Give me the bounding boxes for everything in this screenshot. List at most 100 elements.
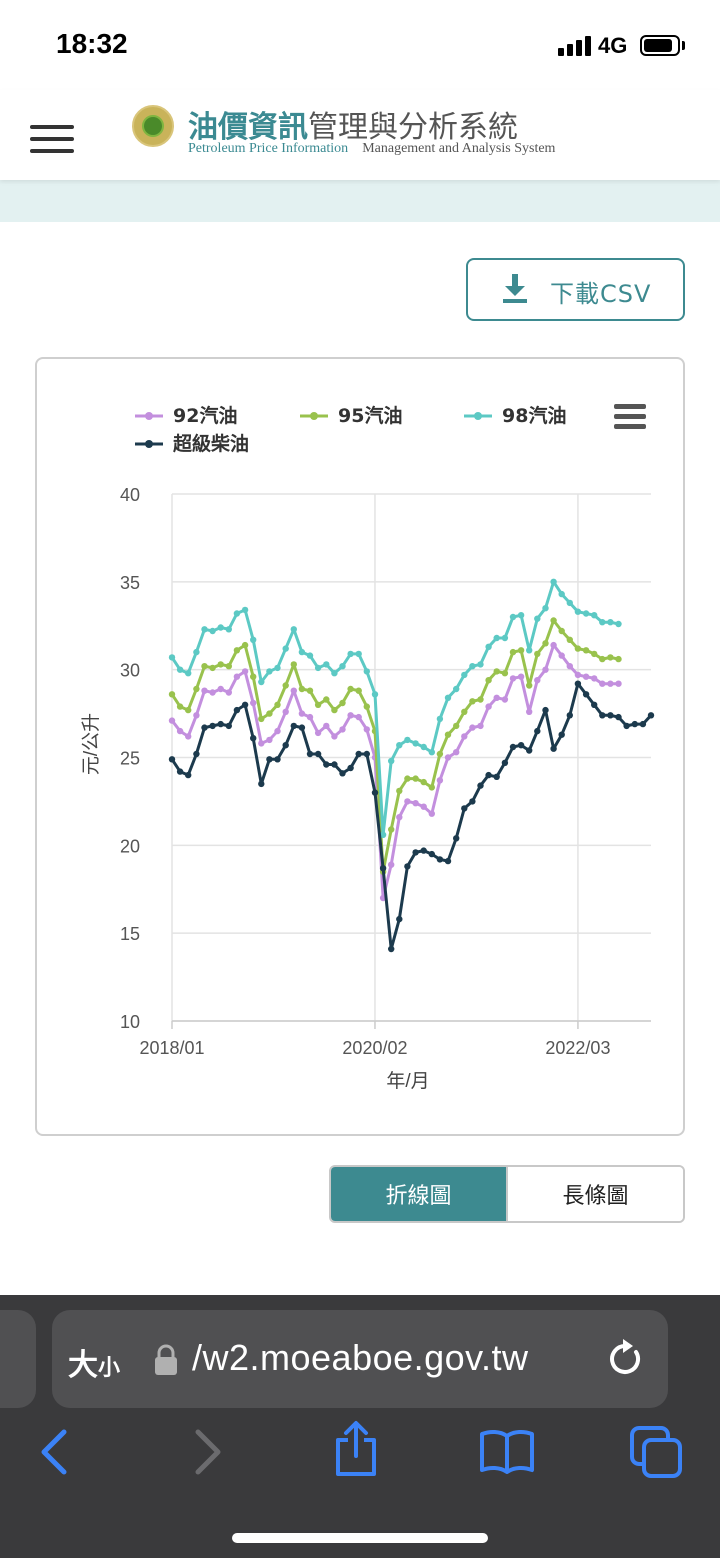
url-text[interactable]: /w2.moeaboe.gov.tw	[192, 1337, 529, 1378]
data-point[interactable]	[347, 712, 354, 719]
data-point[interactable]	[607, 712, 614, 719]
chart-export-menu-icon[interactable]	[614, 404, 646, 429]
data-point[interactable]	[176, 727, 184, 735]
data-point[interactable]	[274, 701, 281, 708]
data-point[interactable]	[542, 666, 549, 673]
data-point[interactable]	[217, 685, 224, 693]
data-point[interactable]	[396, 915, 403, 923]
data-point[interactable]	[558, 652, 565, 659]
data-point[interactable]	[250, 673, 257, 680]
data-point[interactable]	[298, 710, 306, 717]
bookmarks-icon[interactable]	[478, 1428, 536, 1474]
reload-icon[interactable]	[606, 1338, 644, 1380]
data-point[interactable]	[461, 733, 468, 740]
data-point[interactable]	[428, 850, 435, 858]
data-point[interactable]	[233, 673, 241, 680]
data-point[interactable]	[599, 655, 606, 663]
data-point[interactable]	[412, 849, 419, 856]
data-point[interactable]	[209, 722, 216, 730]
data-point[interactable]	[436, 777, 444, 784]
data-point[interactable]	[323, 722, 330, 730]
data-point[interactable]	[290, 722, 297, 730]
data-point[interactable]	[485, 677, 492, 684]
legend-item[interactable]: 98汽油	[464, 404, 566, 427]
data-point[interactable]	[363, 726, 370, 733]
data-point[interactable]	[396, 787, 403, 795]
data-point[interactable]	[314, 729, 322, 737]
data-point[interactable]	[282, 682, 289, 689]
data-point[interactable]	[501, 634, 509, 642]
data-point[interactable]	[323, 761, 330, 768]
data-point[interactable]	[493, 634, 500, 642]
data-point[interactable]	[388, 861, 395, 868]
share-icon[interactable]	[332, 1420, 380, 1478]
data-point[interactable]	[428, 810, 435, 817]
series-2[interactable]	[168, 578, 622, 838]
data-point[interactable]	[436, 856, 444, 863]
data-point[interactable]	[509, 743, 517, 751]
data-point[interactable]	[623, 722, 630, 730]
data-point[interactable]	[607, 619, 614, 626]
data-point[interactable]	[217, 720, 224, 728]
data-point[interactable]	[591, 701, 598, 708]
data-point[interactable]	[485, 703, 492, 710]
data-point[interactable]	[314, 750, 322, 758]
data-point[interactable]	[339, 770, 346, 777]
legend-item[interactable]: 95汽油	[300, 404, 402, 427]
tabs-icon[interactable]	[628, 1424, 686, 1480]
line-chart-tab[interactable]: 折線圖	[331, 1167, 506, 1221]
data-point[interactable]	[582, 647, 590, 654]
data-point[interactable]	[404, 775, 411, 782]
data-point[interactable]	[591, 612, 598, 619]
data-point[interactable]	[574, 608, 582, 615]
data-point[interactable]	[331, 706, 338, 714]
data-point[interactable]	[436, 715, 444, 723]
data-point[interactable]	[509, 613, 517, 621]
data-point[interactable]	[176, 666, 184, 673]
data-point[interactable]	[185, 706, 192, 714]
data-point[interactable]	[306, 687, 314, 694]
data-point[interactable]	[477, 696, 484, 703]
data-point[interactable]	[306, 713, 314, 721]
data-point[interactable]	[509, 675, 517, 682]
data-point[interactable]	[274, 727, 281, 735]
data-point[interactable]	[599, 680, 606, 687]
data-point[interactable]	[331, 733, 338, 740]
data-point[interactable]	[574, 645, 582, 652]
data-point[interactable]	[591, 650, 598, 658]
legend-item[interactable]: 超級柴油	[135, 432, 249, 455]
data-point[interactable]	[599, 619, 606, 626]
data-point[interactable]	[428, 749, 435, 756]
data-point[interactable]	[201, 687, 208, 694]
data-point[interactable]	[314, 664, 322, 672]
data-point[interactable]	[371, 691, 379, 698]
back-icon[interactable]	[36, 1428, 70, 1476]
data-point[interactable]	[282, 708, 289, 715]
data-point[interactable]	[339, 699, 346, 707]
data-point[interactable]	[266, 668, 273, 675]
data-point[interactable]	[225, 722, 232, 730]
data-point[interactable]	[461, 671, 468, 679]
data-point[interactable]	[233, 610, 241, 617]
data-point[interactable]	[396, 814, 403, 821]
data-point[interactable]	[274, 756, 281, 763]
data-point[interactable]	[534, 650, 541, 658]
data-point[interactable]	[168, 654, 176, 661]
data-point[interactable]	[185, 771, 192, 779]
data-point[interactable]	[420, 803, 427, 810]
bureau-logo[interactable]	[132, 105, 174, 147]
data-point[interactable]	[168, 756, 176, 763]
data-point[interactable]	[453, 685, 460, 693]
series-0[interactable]	[168, 641, 622, 902]
data-point[interactable]	[501, 670, 509, 677]
data-point[interactable]	[396, 742, 403, 749]
data-point[interactable]	[534, 615, 541, 622]
data-point[interactable]	[201, 626, 208, 633]
data-point[interactable]	[258, 715, 265, 723]
data-point[interactable]	[558, 590, 565, 598]
text-size-button[interactable]: 大小	[68, 1340, 120, 1384]
data-point[interactable]	[363, 750, 370, 758]
data-point[interactable]	[550, 745, 557, 752]
data-point[interactable]	[193, 712, 200, 719]
data-point[interactable]	[323, 661, 330, 668]
